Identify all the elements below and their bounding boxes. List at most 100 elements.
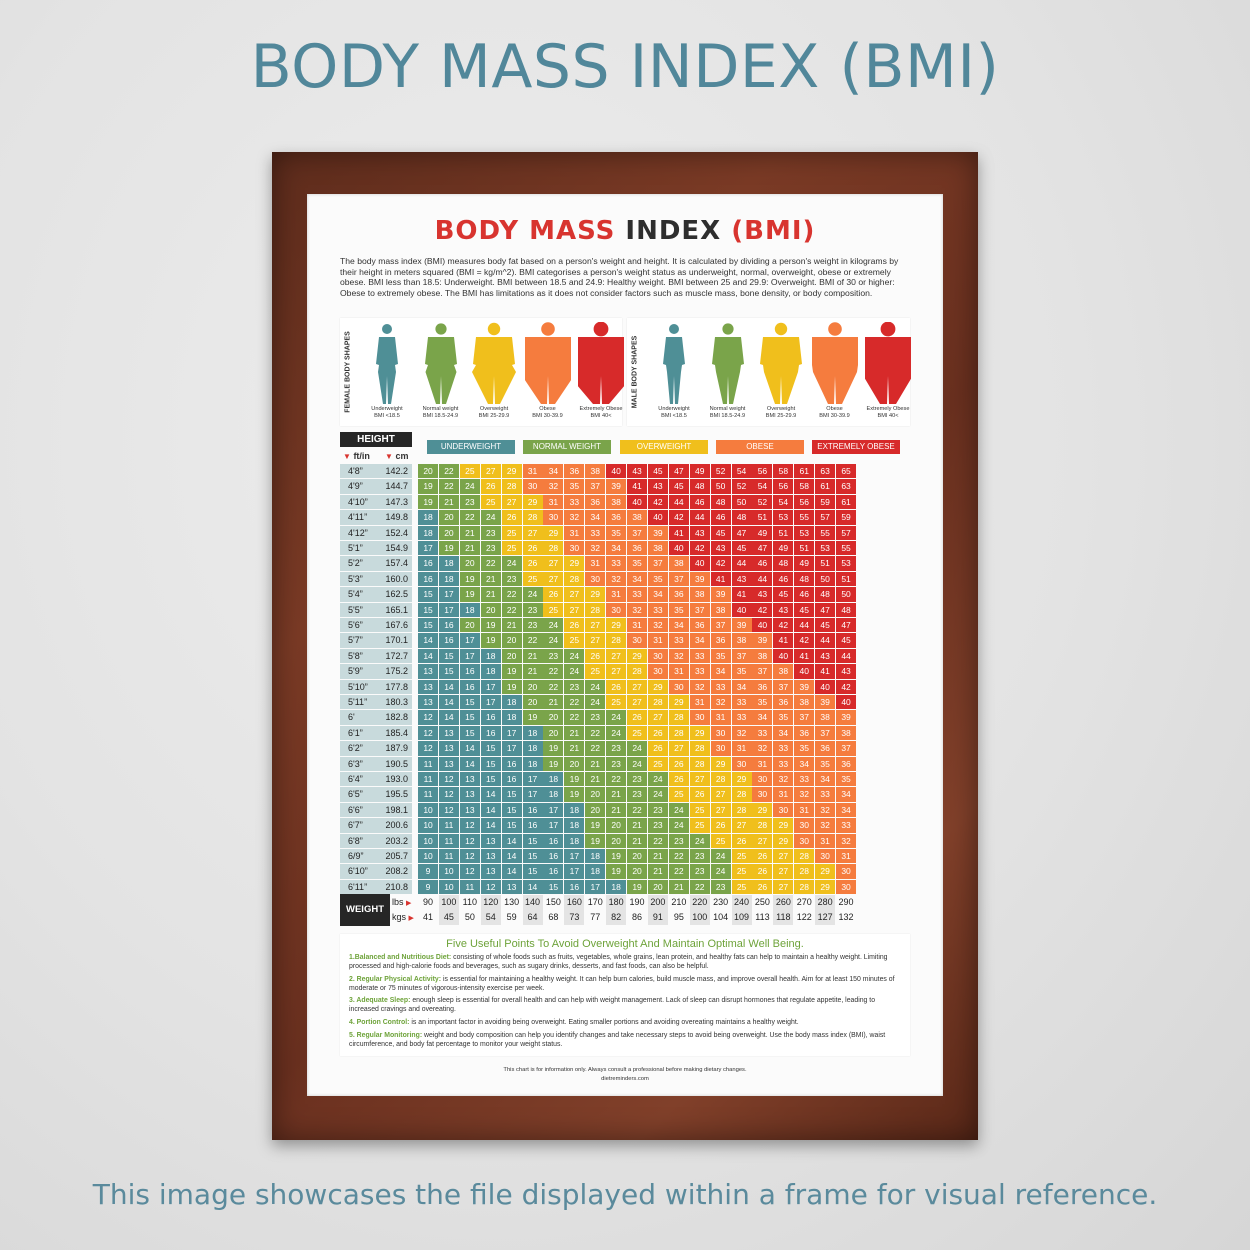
bmi-cell: 35 [752,695,773,710]
bmi-cell: 20 [647,879,668,895]
bmi-cell: 61 [794,464,815,479]
figure-range: BMI 40< [590,413,612,419]
bmi-cell: 36 [668,587,689,602]
bmi-cell: 16 [480,710,501,725]
bmi-cell: 18 [418,510,439,525]
bmi-cell: 34 [794,756,815,771]
bmi-cell: 21 [606,802,627,818]
female-body-shapes-panel: FEMALE BODY SHAPES Underweight BMI <18.5 N… [340,318,624,426]
bmi-cell: 65 [836,464,857,479]
weight-lbs: 280 [815,895,836,910]
bmi-cell: 24 [668,802,689,818]
bmi-cell: 63 [836,479,857,494]
bmi-cell: 25 [710,833,731,848]
bmi-cell: 20 [627,849,648,864]
height-cm: 203.2 [385,835,408,846]
bmi-cell: 23 [710,879,731,895]
bmi-cell: 17 [501,741,522,756]
bmi-cell: 28 [668,710,689,725]
bmi-cell: 63 [815,464,836,479]
figure-range: BMI 30-39.9 [819,413,850,419]
bmi-cell: 40 [668,541,689,556]
height-ft: 6'11” [348,881,368,892]
bmi-cell: 45 [731,541,752,556]
bmi-cell: 61 [836,494,857,510]
height-label: 4'8” 142.2 [340,464,412,479]
bmi-cell: 12 [459,833,480,848]
bmi-cell: 11 [418,756,439,771]
height-ft: 6'3” [348,758,363,769]
height-label: 4'9” 144.7 [340,479,412,494]
bmi-cell: 26 [668,756,689,771]
bmi-cell: 37 [710,618,731,633]
bmi-cell: 24 [647,787,668,802]
height-ft: 6'4” [348,774,363,784]
height-label: 4'10” 147.3 [340,494,412,510]
bmi-cell: 39 [794,679,815,694]
height-ft: 4'10” [348,496,368,507]
tip-2: 2. Regular Physical Activity: is essenti… [349,976,895,992]
bmi-cell: 34 [647,587,668,602]
bmi-cell: 24 [564,664,585,679]
bmi-cell: 55 [794,510,815,525]
weight-kgs: 127 [815,910,836,925]
bmi-cell: 22 [585,725,606,741]
tips-panel: Five Useful Points To Avoid Overweight A… [340,934,910,1056]
bmi-cell: 24 [606,725,627,741]
male-figure-extremely-obese: Extremely Obese BMI 40< [861,318,915,426]
bmi-cell: 29 [773,818,794,833]
bmi-cell: 14 [418,648,439,664]
bmi-cell: 25 [564,633,585,648]
bmi-cell: 25 [501,525,522,540]
bmi-cell: 25 [501,541,522,556]
bmi-cell: 16 [418,556,439,571]
weight-kgs: 95 [673,912,684,922]
bmi-cell: 16 [459,664,480,679]
intro-paragraph: The body mass index (BMI) measures body … [340,256,899,298]
bmi-cell: 24 [606,710,627,725]
bmi-cell: 38 [710,602,731,617]
bmi-cell: 51 [815,556,836,571]
bmi-cell: 20 [501,648,522,664]
bmi-cell: 15 [480,741,501,756]
bmi-cell: 26 [522,556,543,571]
bmi-cell: 43 [731,571,752,587]
bmi-cell: 20 [480,602,501,617]
bmi-cell: 13 [418,695,439,710]
male-body-shapes-panel: MALE BODY SHAPES Underweight BMI <18.5 Nor… [627,318,911,426]
height-label: 5'9” 175.2 [340,664,412,679]
bmi-cell: 20 [585,802,606,818]
bmi-cell: 23 [647,818,668,833]
bmi-cell: 14 [438,695,459,710]
bmi-cell: 11 [438,849,459,864]
bmi-cell: 24 [627,756,648,771]
male-figure-normal-weight: Normal weight BMI 18.5-24.9 [701,318,755,426]
weight-kgs: 68 [548,912,559,922]
bmi-cell: 32 [752,741,773,756]
height-cm: 205.7 [385,851,408,861]
height-label: 6' 182.8 [340,710,412,725]
bmi-cell: 42 [689,541,710,556]
bmi-cell: 54 [773,494,794,510]
bmi-cell: 28 [606,633,627,648]
legend-underweight: UNDERWEIGHT [427,440,515,454]
bmi-cell: 14 [480,818,501,833]
bmi-cell: 52 [710,464,731,479]
bmi-cell: 15 [418,602,439,617]
bmi-cell: 45 [668,479,689,494]
bmi-cell: 22 [668,864,689,879]
bmi-cell: 53 [815,541,836,556]
bmi-cell: 19 [501,679,522,694]
bmi-cell: 36 [627,541,648,556]
bmi-cell: 10 [438,864,459,879]
bmi-cell: 51 [773,525,794,540]
bmi-cell: 16 [543,849,564,864]
bmi-cell: 29 [731,772,752,787]
bmi-cell: 19 [543,756,564,771]
bmi-cell: 45 [794,602,815,617]
height-ft: 5'11” [348,697,368,707]
bmi-cell: 25 [731,864,752,879]
bmi-cell: 18 [438,556,459,571]
height-cm: 195.5 [385,789,408,800]
bmi-cell: 30 [836,864,857,879]
